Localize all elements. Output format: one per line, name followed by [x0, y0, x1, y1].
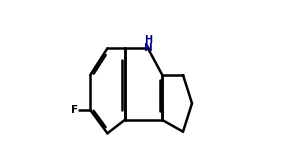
Text: F: F: [71, 105, 78, 115]
Text: H: H: [144, 35, 152, 45]
Text: N: N: [144, 43, 152, 53]
